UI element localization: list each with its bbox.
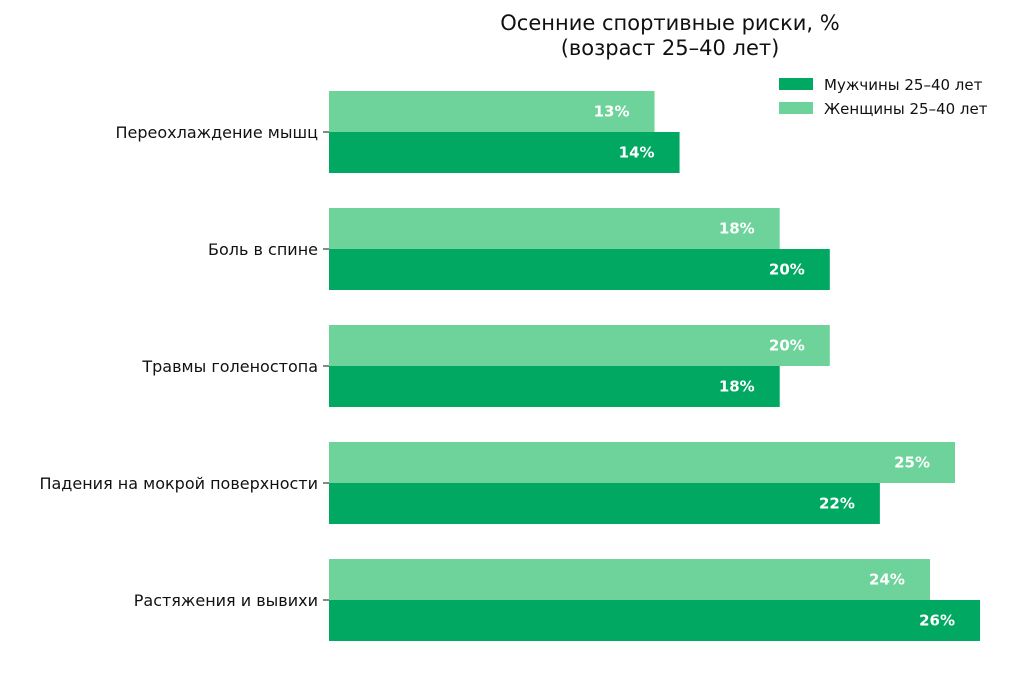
bar-women-0 <box>329 91 655 132</box>
legend-swatch-women <box>779 102 813 114</box>
legend-label-women: Женщины 25–40 лет <box>824 100 988 118</box>
bar-men-3 <box>329 483 880 524</box>
legend-label-men: Мужчины 25–40 лет <box>824 76 983 94</box>
bar-men-0 <box>329 132 680 173</box>
legend-swatch-men <box>779 78 813 90</box>
bar-value-label-men-3: 22% <box>819 495 855 513</box>
bar-value-label-women-3: 25% <box>894 454 930 472</box>
bar-value-label-men-1: 20% <box>769 261 805 279</box>
category-labels-layer: Переохлаждение мышц Боль в спине Травмы го… <box>39 123 329 610</box>
bar-men-1 <box>329 249 830 290</box>
chart-subtitle: (возраст 25–40 лет) <box>561 36 780 60</box>
bar-value-label-women-1: 18% <box>719 220 755 238</box>
bars-layer: 13% 14% 18% 20% 20% 18% 25% 22% 24% 26% <box>329 91 981 641</box>
bar-women-4 <box>329 559 930 600</box>
bar-value-label-women-0: 13% <box>594 103 630 121</box>
category-label-1: Боль в спине <box>208 240 318 259</box>
category-label-0: Переохлаждение мышц <box>115 123 318 142</box>
bar-men-4 <box>329 600 981 641</box>
bar-women-3 <box>329 442 955 483</box>
bar-women-2 <box>329 325 830 366</box>
bar-men-2 <box>329 366 780 407</box>
bar-women-1 <box>329 208 780 249</box>
bar-value-label-men-2: 18% <box>719 378 755 396</box>
bar-value-label-men-0: 14% <box>619 144 655 162</box>
bar-value-label-women-2: 20% <box>769 337 805 355</box>
category-label-4: Растяжения и вывихи <box>134 591 318 610</box>
category-label-3: Падения на мокрой поверхности <box>39 474 318 493</box>
bar-value-label-women-4: 24% <box>869 571 905 589</box>
category-label-2: Травмы голеностопа <box>141 357 318 376</box>
legend: Мужчины 25–40 лет Женщины 25–40 лет <box>779 76 988 118</box>
bar-value-label-men-4: 26% <box>919 612 955 630</box>
chart-title: Осенние спортивные риски, % <box>500 11 839 35</box>
